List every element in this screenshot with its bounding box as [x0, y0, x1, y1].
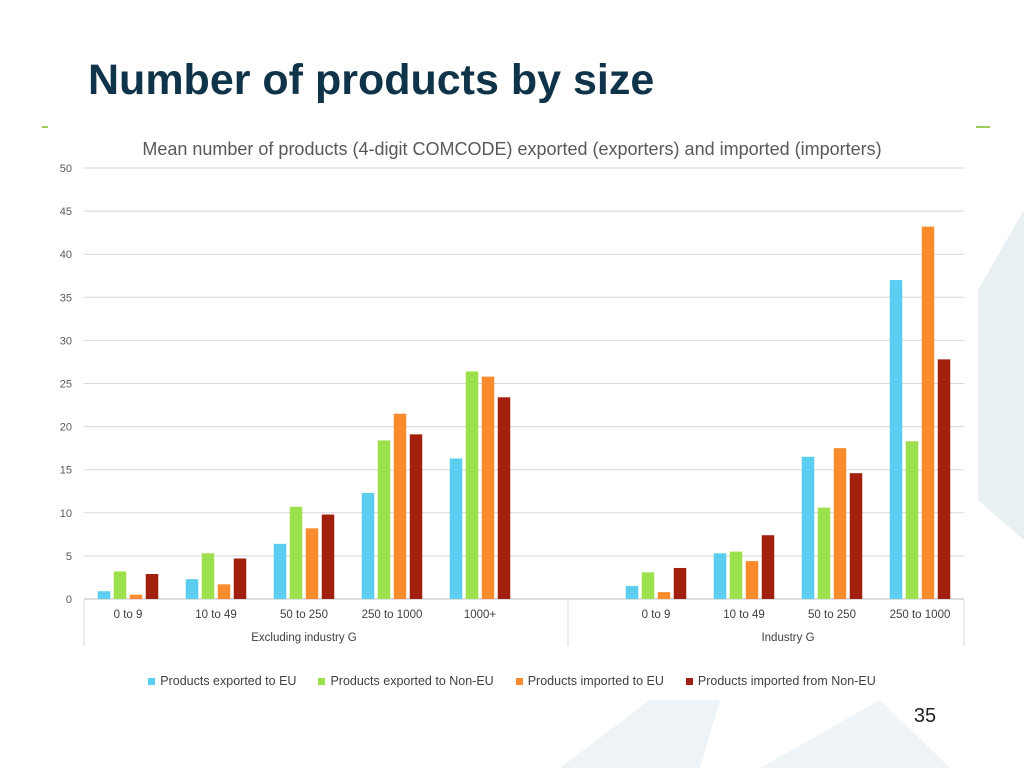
- title-rule-left: [42, 126, 48, 128]
- bar: [889, 280, 903, 599]
- bar: [97, 591, 111, 599]
- legend-swatch: [318, 677, 326, 685]
- background-shape-bottom-right: [760, 700, 950, 768]
- bar: [321, 514, 335, 599]
- legend-swatch: [148, 677, 156, 685]
- bar: [129, 594, 143, 599]
- bar: [849, 473, 863, 599]
- x-group-label: Excluding industry G: [251, 632, 357, 644]
- x-tick-label: 250 to 1000: [362, 609, 423, 621]
- legend-label: Products exported to Non-EU: [330, 674, 494, 688]
- page-number: 35: [913, 705, 937, 727]
- legend-item: Products imported from Non-EU: [685, 674, 876, 688]
- bar: [641, 572, 655, 599]
- chart-title: Mean number of products (4-digit COMCODE…: [142, 139, 882, 159]
- y-tick-label: 5: [66, 551, 72, 563]
- bar: [921, 226, 935, 599]
- bar: [817, 507, 831, 599]
- bar: [801, 456, 815, 599]
- y-tick-label: 15: [60, 465, 72, 477]
- bar: [201, 553, 215, 599]
- bar: [833, 448, 847, 599]
- bar: [465, 371, 479, 599]
- x-tick-label: 0 to 9: [114, 609, 143, 621]
- bar: [497, 397, 511, 599]
- x-tick-label: 10 to 49: [723, 609, 765, 621]
- bar: [905, 441, 919, 599]
- legend-item: Products exported to Non-EU: [318, 674, 494, 688]
- bar: [145, 574, 159, 599]
- background-shape-right: [978, 210, 1024, 540]
- bar: [217, 584, 231, 599]
- y-tick-label: 0: [66, 594, 72, 606]
- y-tick-label: 20: [60, 422, 72, 434]
- y-tick-label: 40: [60, 249, 72, 261]
- x-group-label: Industry G: [761, 632, 814, 644]
- background-shape-bottom: [560, 700, 720, 768]
- bar: [657, 592, 671, 599]
- title-rule-right: [976, 126, 990, 128]
- y-tick-label: 25: [60, 379, 72, 391]
- x-tick-label: 250 to 1000: [890, 609, 951, 621]
- bar: [449, 458, 463, 599]
- bar: [625, 586, 639, 599]
- x-tick-label: 50 to 250: [808, 609, 856, 621]
- y-tick-label: 10: [60, 508, 72, 520]
- bar: [481, 376, 495, 599]
- bar: [289, 506, 303, 599]
- legend-item: Products exported to EU: [148, 674, 296, 688]
- bar: [713, 553, 727, 599]
- bar: [761, 535, 775, 599]
- bar-chart: 0 5 10 15 20 25 30 35 40 45 50 0 to 9 10 to 49 50 to …: [60, 163, 965, 646]
- bar: [673, 567, 687, 599]
- bar: [305, 528, 319, 599]
- legend-label: Products imported from Non-EU: [697, 674, 876, 688]
- y-tick-label: 30: [60, 335, 72, 347]
- bar: [729, 551, 743, 599]
- legend-label: Products imported to EU: [527, 674, 664, 688]
- legend-swatch: [515, 677, 523, 685]
- bar: [377, 440, 391, 599]
- bar: [185, 579, 199, 599]
- bar: [409, 434, 423, 599]
- y-tick-label: 50: [60, 163, 72, 175]
- bar: [937, 359, 951, 599]
- x-tick-label: 50 to 250: [280, 609, 328, 621]
- bar: [113, 571, 127, 599]
- x-tick-label: 10 to 49: [195, 609, 237, 621]
- slide-title: Number of products by size: [88, 56, 655, 104]
- y-tick-label: 45: [60, 206, 72, 218]
- legend-item: Products imported to EU: [515, 674, 664, 688]
- bar: [273, 543, 287, 599]
- x-tick-label: 0 to 9: [642, 609, 671, 621]
- x-tick-label: 1000+: [464, 609, 497, 621]
- chart-legend: Products exported to EU Products exporte…: [0, 674, 1024, 688]
- bar: [361, 492, 375, 599]
- bar: [393, 413, 407, 599]
- bar: [233, 558, 247, 599]
- legend-swatch: [685, 677, 693, 685]
- bar: [745, 561, 759, 599]
- y-tick-label: 35: [60, 292, 72, 304]
- legend-label: Products exported to EU: [160, 674, 297, 688]
